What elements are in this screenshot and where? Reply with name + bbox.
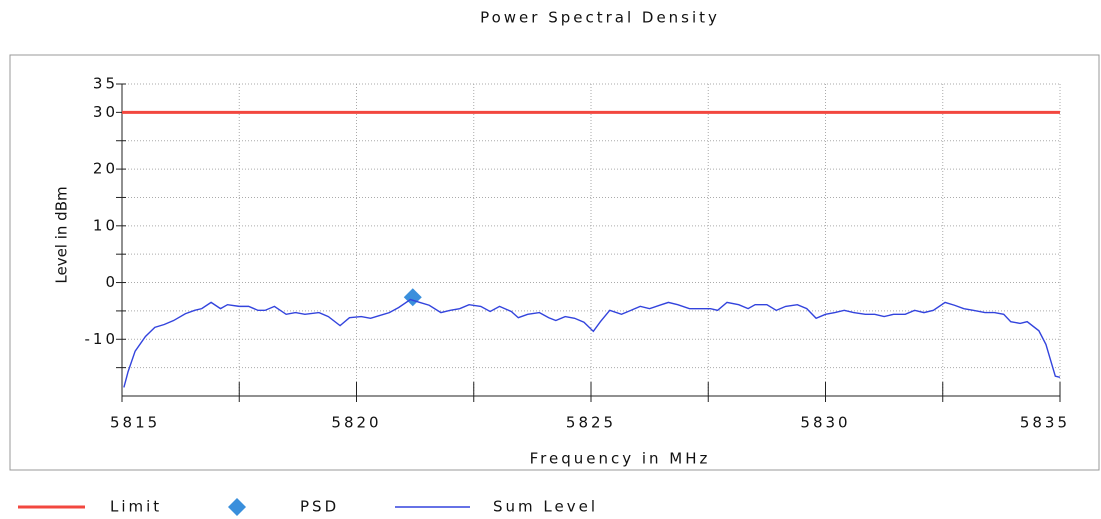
y-tick-label: 30 — [93, 103, 118, 121]
chart-frame — [9, 54, 1100, 471]
y-tick-label: 0 — [105, 273, 118, 291]
legend-label: Limit — [110, 498, 162, 516]
x-tick-label: 5830 — [800, 414, 850, 432]
x-tick-label: 5825 — [566, 414, 616, 432]
y-tick-label: -10 — [85, 330, 119, 348]
y-axis-label: Level in dBm — [53, 186, 71, 283]
y-tick-label: 20 — [93, 160, 118, 178]
legend-label: Sum Level — [493, 498, 598, 516]
x-tick-label: 5815 — [110, 414, 160, 432]
chart-title: Power Spectral Density — [480, 9, 720, 27]
x-tick-label: 5820 — [331, 414, 381, 432]
y-tick-label: 35 — [93, 75, 118, 93]
x-axis-label: Frequency in MHz — [530, 450, 711, 468]
x-tick-label: 5835 — [1020, 414, 1070, 432]
series-line — [123, 298, 1061, 388]
legend-label: PSD — [300, 498, 339, 516]
y-tick-label: 10 — [93, 216, 118, 234]
legend-swatch — [228, 498, 246, 516]
